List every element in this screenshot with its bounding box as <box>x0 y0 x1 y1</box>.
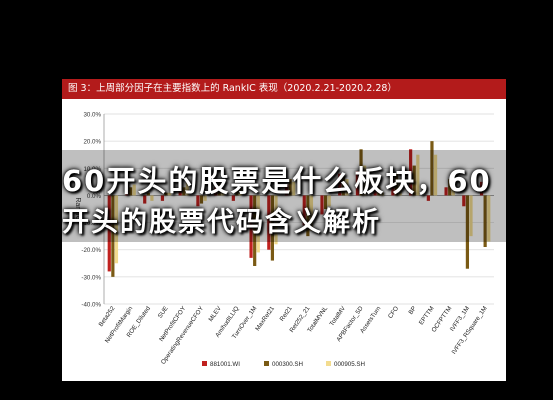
bar-000300.SH <box>394 173 399 196</box>
bar-881001.WI <box>462 195 466 207</box>
bar-881001.WI <box>143 195 147 204</box>
bar-000300.SH <box>182 187 186 196</box>
bar-881001.WI <box>160 195 165 201</box>
bar-000905.SH <box>203 195 207 201</box>
y-tick-label: -40.0% <box>81 302 101 309</box>
bar-000300.SH <box>128 187 133 196</box>
bar-000905.SH <box>416 154 420 196</box>
bar-881001.WI <box>338 173 342 196</box>
bar-000300.SH <box>430 141 434 196</box>
bar-000905.SH <box>398 179 402 196</box>
bar-881001.WI <box>355 171 360 196</box>
bar-000905.SH <box>221 190 225 196</box>
bar-000300.SH <box>111 195 115 277</box>
bar-000300.SH <box>306 195 310 237</box>
bar-000905.SH <box>150 195 154 201</box>
bar-000905.SH <box>363 165 367 196</box>
bar-881001.WI <box>409 149 413 196</box>
bar-881001.WI <box>125 184 129 196</box>
x-tick-label: CFO <box>387 305 400 320</box>
bar-000300.SH <box>164 192 168 196</box>
bar-000905.SH <box>487 195 491 242</box>
bar-chart: -40.0% -30.0% -20.0% -10.0% 0.0% 10.0% 20.0% 30… <box>74 112 494 368</box>
bar-000905.SH <box>292 181 296 196</box>
bar-881001.WI <box>479 181 484 196</box>
bar-000905.SH <box>469 195 473 237</box>
bar-000905.SH <box>168 192 172 196</box>
bar-000905.SH <box>451 179 455 196</box>
x-tick-label: MLEV <box>207 304 223 323</box>
bar-000300.SH <box>448 179 452 196</box>
bar-000905.SH <box>274 195 278 245</box>
bar-881001.WI <box>320 195 324 215</box>
bar-000905.SH <box>185 181 189 196</box>
y-tick-label: 30.0% <box>83 112 101 119</box>
x-tick-label: SUE <box>157 305 170 319</box>
bar-881001.WI <box>444 187 448 196</box>
bar-000300.SH <box>253 195 257 266</box>
chart-figure: 图 3：上周部分因子在主要指数上的 RankIC 表现（2020.2.21-20… <box>62 79 506 381</box>
bar-881001.WI <box>302 195 306 226</box>
y-tick-label: -30.0% <box>81 274 101 281</box>
bar-881001.WI <box>214 187 218 196</box>
bar-000300.SH <box>377 187 381 196</box>
bar-000300.SH <box>199 195 204 204</box>
bar-000905.SH <box>132 184 136 196</box>
bar-000300.SH <box>270 195 275 261</box>
x-tick-label: EPTTM <box>418 305 436 326</box>
bar-881001.WI <box>426 195 430 201</box>
bar-000300.SH <box>359 149 363 196</box>
legend-label: 000300.SH <box>272 361 303 368</box>
bar-000300.SH <box>146 192 150 196</box>
bar-881001.WI <box>178 184 182 196</box>
legend-swatch <box>264 361 269 366</box>
bar-000300.SH <box>323 195 328 209</box>
bar-000905.SH <box>309 195 314 231</box>
bar-000300.SH <box>288 179 292 196</box>
overlay-band <box>0 150 553 242</box>
legend-label: 881001.WI <box>210 361 240 368</box>
bar-000905.SH <box>256 195 260 253</box>
bar-881001.WI <box>196 195 200 207</box>
bar-881001.WI <box>391 179 395 196</box>
bar-000300.SH <box>465 195 470 269</box>
bar-881001.WI <box>373 190 377 196</box>
y-tick-label: 20.0% <box>83 139 101 146</box>
legend-swatch <box>326 361 331 366</box>
bar-000905.SH <box>327 195 331 207</box>
y-axis-label: RankIC <box>74 197 81 220</box>
bar-881001.WI <box>249 195 253 258</box>
bar-000300.SH <box>341 176 345 196</box>
y-tick-label: 10.0% <box>83 166 101 173</box>
bar-881001.WI <box>107 195 111 272</box>
x-tick-label: IVFF3_RSquare_1M <box>450 305 488 356</box>
figure-caption: 图 3：上周部分因子在主要指数上的 RankIC 表现（2020.2.21-20… <box>62 79 506 99</box>
bar-000905.SH <box>433 154 438 196</box>
legend-swatch <box>202 361 207 366</box>
bar-000905.SH <box>345 179 349 196</box>
y-tick-label: 0.0% <box>87 193 102 200</box>
legend-label: 000905.SH <box>334 361 365 368</box>
bar-000300.SH <box>217 181 221 196</box>
bar-881001.WI <box>284 184 289 196</box>
y-tick-label: -20.0% <box>81 247 101 254</box>
x-tick-label: BP <box>407 305 417 316</box>
bar-000905.SH <box>380 192 384 196</box>
y-tick-label: -10.0% <box>81 220 101 227</box>
bar-000300.SH <box>412 165 416 196</box>
bar-000300.SH <box>235 190 239 196</box>
bar-881001.WI <box>231 195 235 201</box>
x-tick-label: Ret21 <box>279 305 295 323</box>
bar-000905.SH <box>114 195 119 264</box>
bar-000905.SH <box>238 187 243 196</box>
bar-881001.WI <box>267 195 271 250</box>
bar-000300.SH <box>483 195 487 247</box>
overlay-headline-line1: 60开头的股票是什么板块，60 <box>62 164 492 198</box>
overlay-headline-line2: 开头的股票代码含义解析 <box>62 207 381 238</box>
